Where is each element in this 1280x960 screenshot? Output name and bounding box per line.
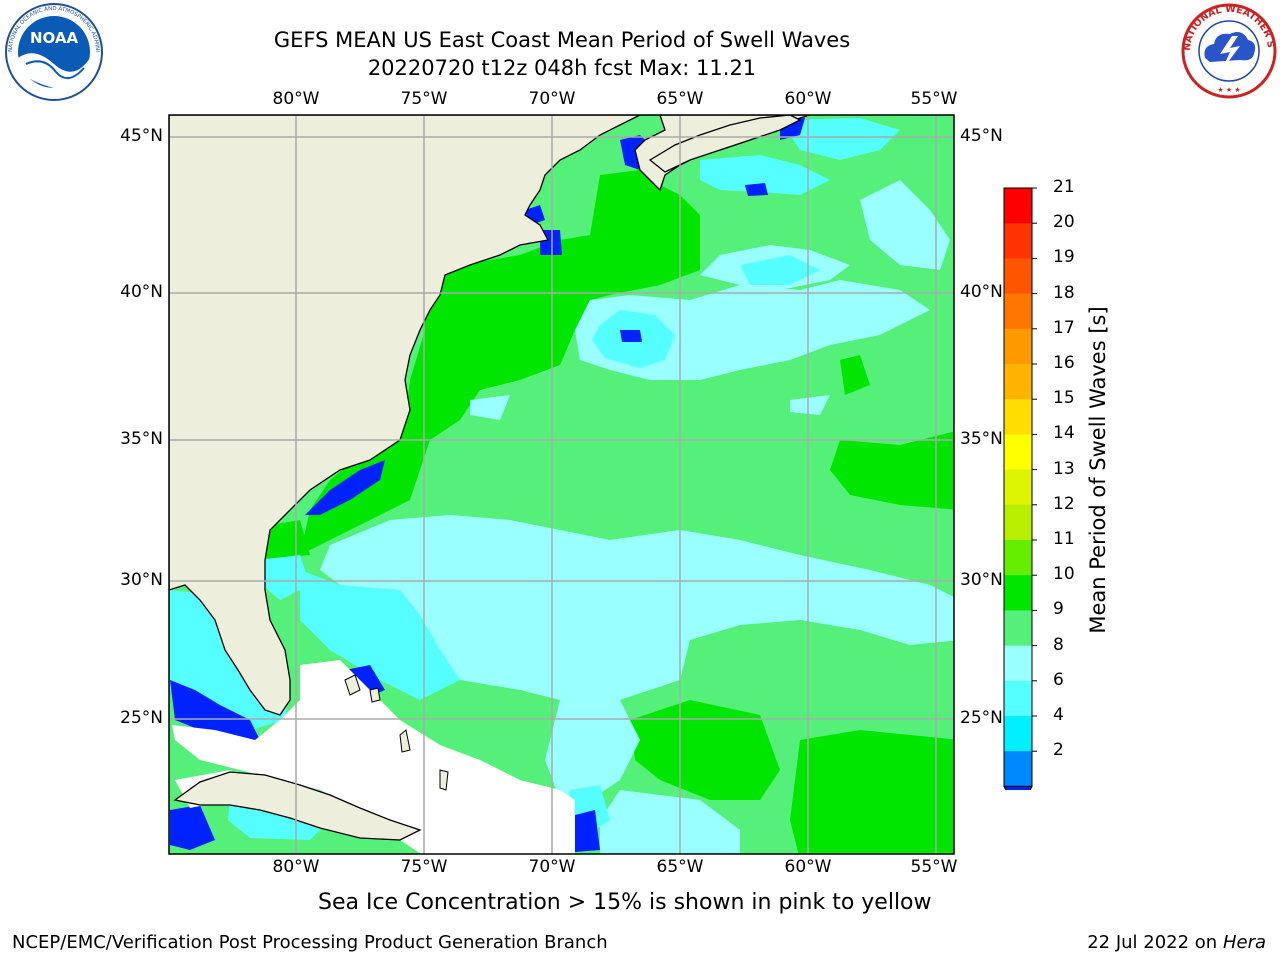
lat-label-left: 45°N [120,126,163,146]
period-8-9s-region [320,180,954,854]
colorbar-tick-label: 16 [1053,353,1075,373]
nws-logo: NATIONAL WEATHER SERVICE ★ ★ ★ [1180,2,1277,99]
colorbar-segment [1004,680,1032,717]
footer-host: Hera [1222,932,1266,953]
lon-label-top: 80°W [272,89,320,109]
colorbar-extend-arrow [1003,785,1033,790]
chart-title: GEFS MEAN US East Coast Mean Period of S… [273,28,851,52]
colorbar [1003,187,1037,790]
colorbar-tick-label: 12 [1053,493,1075,514]
lat-label-left: 30°N [120,570,163,590]
colorbar-segment [1004,469,1032,506]
graticule [169,115,954,854]
lat-label-right: 40°N [960,282,1003,302]
lon-label-bottom: 55°W [910,857,958,877]
land-cuba [173,771,422,841]
colorbar-tick-label: 21 [1053,177,1075,197]
colorbar-segment [1004,399,1032,435]
lon-label-top: 70°W [528,89,576,109]
colorbar-segment [1004,188,1032,224]
colorbar-segment [1004,293,1032,330]
colorbar-segment [1004,540,1032,576]
land-us-mainland [169,115,641,716]
colorbar-tick-label: 2 [1053,740,1064,761]
colorbar-frame [1003,187,1033,787]
lat-label-right: 30°N [960,570,1003,590]
svg-text:NOAA: NOAA [30,29,79,47]
lon-label-bottom: 80°W [272,857,320,877]
lat-label-left: 35°N [120,429,163,449]
colorbar-tick-label: 18 [1053,282,1075,303]
land-nova-scotia [648,115,802,173]
colorbar-segment [1004,328,1032,365]
colorbar-tick-label: 14 [1053,423,1075,444]
lon-label-top: 65°W [656,89,704,109]
colorbar-tick-label: 4 [1053,705,1064,725]
colorbar-segment [1004,716,1032,752]
lon-label-top: 60°W [784,89,832,109]
lon-label-bottom: 65°W [656,857,704,877]
colorbar-segment [1004,223,1032,259]
colorbar-tick-label: 10 [1053,564,1075,585]
colorbar-tick-label: 9 [1053,599,1064,620]
colorbar-segment [1004,258,1032,295]
map-frame [168,114,955,855]
lat-label-right: 25°N [960,708,1003,728]
colorbar-tick-label: 13 [1053,458,1075,479]
lon-label-top: 55°W [910,89,958,109]
lon-label-bottom: 60°W [784,857,832,877]
colorbar-segment [1004,751,1032,787]
footer-date-text: 22 Jul 2022 on [1087,932,1223,953]
noaa-logo: NOAA NATIONAL OCEANIC AND ATMOSPHERIC AD… [4,2,103,101]
colorbar-tick-label: 6 [1053,669,1064,690]
lat-label-right: 35°N [960,429,1003,449]
colorbar-tick-label: 11 [1053,529,1075,549]
colorbar-segment [1004,434,1032,471]
colorbar-tick-label: 15 [1053,388,1075,409]
colorbar-segment [1004,364,1032,400]
lat-label-left: 40°N [120,282,163,302]
sea-ice-note: Sea Ice Concentration > 15% is shown in … [318,890,932,915]
colorbar-tick-label: 8 [1053,634,1064,655]
lon-label-top: 75°W [400,89,448,109]
colorbar-tick-label: 17 [1053,317,1075,338]
colorbar-title: Mean Period of Swell Waves [s] [1086,306,1110,634]
colorbar-segment [1004,575,1032,611]
chart-subtitle: 20220720 t12z 048h fcst Max: 11.21 [367,56,757,80]
colorbar-segment [1004,504,1032,541]
colorbar-segment [1004,645,1032,682]
colorbar-tick-label: 19 [1053,247,1075,268]
colorbar-segment [1004,610,1032,647]
lon-label-bottom: 70°W [528,857,576,877]
footer-credit: NCEP/EMC/Verification Post Processing Pr… [12,932,608,953]
land-bahamas [344,674,449,791]
lat-label-left: 25°N [120,708,163,728]
lat-label-right: 45°N [960,126,1003,146]
colorbar-tick-label: 20 [1053,212,1075,233]
svg-text:★ ★ ★: ★ ★ ★ [1217,86,1240,94]
lon-label-bottom: 75°W [400,857,448,877]
footer-date: 22 Jul 2022 on Hera [1087,932,1266,953]
